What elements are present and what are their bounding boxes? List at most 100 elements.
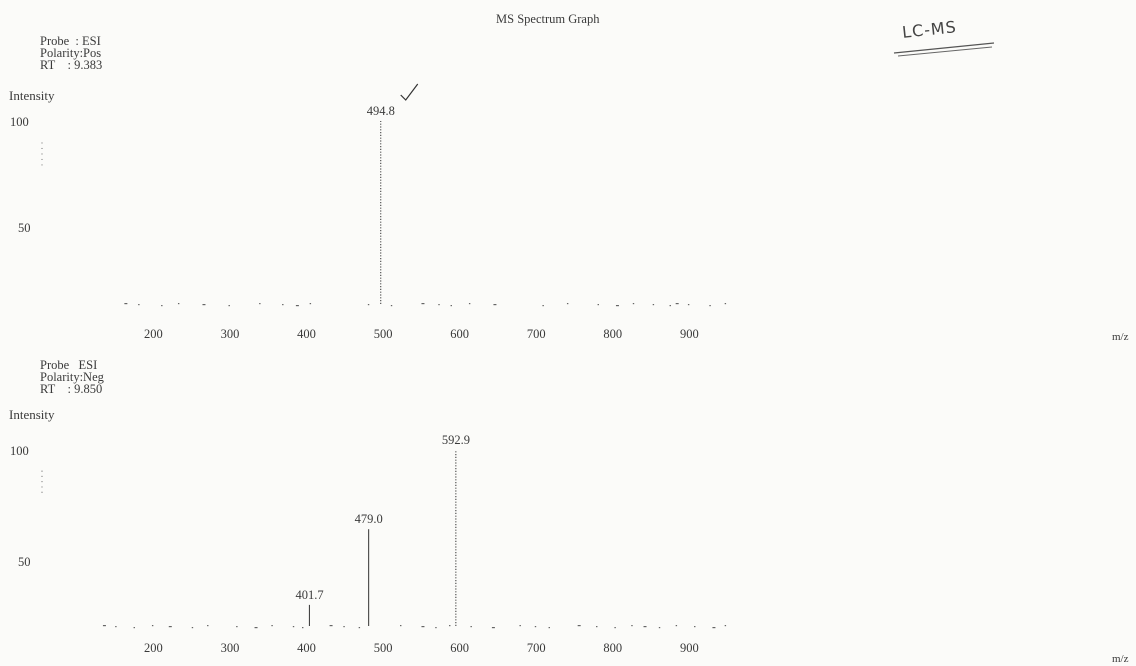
bottom-y-axis-label: Intensity — [9, 407, 55, 422]
axis-dot — [41, 481, 43, 483]
rt-label: RT : 9.850 — [40, 382, 103, 396]
x-tick-label: 500 — [374, 327, 393, 341]
x-tick-label: 900 — [680, 641, 699, 655]
noise-mark — [259, 303, 261, 305]
noise-mark — [343, 626, 345, 628]
axis-dot — [41, 470, 43, 472]
axis-dot — [41, 158, 43, 161]
noise-mark — [302, 627, 304, 629]
axis-dot — [41, 142, 43, 144]
noise-mark — [675, 303, 679, 305]
top-panel-metadata: Probe : ESI Polarity:Pos RT : 9.383 — [40, 34, 103, 72]
x-axis-label: m/z — [1112, 331, 1129, 343]
noise-mark — [367, 304, 370, 306]
noise-mark — [236, 626, 238, 628]
x-tick-label: 800 — [603, 327, 622, 341]
polarity-label: Polarity:Neg — [40, 370, 104, 384]
noise-mark — [694, 626, 696, 628]
noise-mark — [643, 626, 647, 628]
noise-mark — [491, 627, 495, 629]
noise-mark — [548, 627, 550, 629]
x-tick-label: 200 — [144, 641, 163, 655]
noise-mark — [632, 303, 635, 305]
axis-dot — [41, 491, 43, 493]
y-tick-label: 50 — [18, 221, 31, 235]
lcms-underline — [893, 42, 995, 57]
axis-dot — [41, 475, 43, 477]
x-tick-label: 700 — [527, 641, 546, 655]
axis-dot — [41, 153, 43, 155]
noise-mark — [596, 626, 598, 628]
y-tick-label: 50 — [18, 555, 31, 569]
noise-mark — [295, 305, 299, 307]
noise-mark — [534, 626, 537, 628]
peak-label: 494.8 — [367, 104, 395, 118]
noise-mark — [168, 626, 172, 628]
noise-mark — [615, 305, 619, 307]
noise-mark — [292, 626, 295, 628]
x-tick-label: 400 — [297, 641, 316, 655]
noise-mark — [161, 305, 163, 307]
noise-mark — [724, 625, 727, 627]
x-tick-label: 300 — [221, 641, 240, 655]
probe-label: Probe ESI — [40, 358, 98, 372]
noise-mark — [493, 304, 497, 306]
x-tick-label: 600 — [450, 327, 469, 341]
noise-mark — [358, 627, 361, 629]
x-tick-label: 200 — [144, 327, 163, 341]
chart-title: MS Spectrum Graph — [496, 12, 600, 26]
noise-mark — [228, 305, 230, 307]
y-tick-label: 100 — [10, 115, 29, 129]
x-tick-label: 800 — [603, 641, 622, 655]
x-tick-label: 600 — [450, 641, 469, 655]
top-y-axis-label: Intensity — [9, 88, 55, 103]
noise-mark — [207, 625, 209, 627]
noise-mark — [133, 627, 135, 629]
peak-label: 401.7 — [295, 588, 323, 602]
noise-mark — [724, 303, 727, 305]
peak-label: 479.0 — [355, 512, 383, 526]
polarity-label: Polarity:Pos — [40, 46, 102, 60]
noise-mark — [177, 303, 180, 305]
noise-mark — [519, 625, 521, 627]
noise-mark — [597, 304, 599, 306]
noise-mark — [271, 625, 273, 627]
noise-mark — [254, 627, 258, 629]
checkmark-icon — [400, 83, 419, 101]
rt-label: RT : 9.383 — [40, 58, 103, 72]
noise-mark — [687, 304, 690, 306]
x-tick-label: 400 — [297, 327, 316, 341]
noise-mark — [542, 305, 544, 307]
noise-mark — [191, 627, 194, 629]
noise-mark — [435, 627, 437, 629]
noise-mark — [202, 304, 206, 306]
noise-mark — [421, 303, 425, 305]
x-tick-label: 700 — [527, 327, 546, 341]
x-tick-label: 300 — [221, 327, 240, 341]
noise-mark — [658, 627, 661, 629]
noise-mark — [709, 305, 711, 307]
noise-mark — [669, 305, 671, 307]
peak-label: 592.9 — [442, 433, 470, 447]
noise-mark — [566, 303, 569, 305]
noise-mark — [282, 304, 284, 306]
axis-dot — [41, 486, 43, 488]
noise-mark — [438, 304, 440, 306]
y-tick-label: 100 — [10, 444, 29, 458]
axis-dot — [41, 147, 43, 150]
noise-mark — [151, 625, 154, 627]
bottom-panel-metadata: Probe ESI Polarity:Neg RT : 9.850 — [40, 358, 104, 396]
noise-mark — [124, 303, 128, 305]
noise-mark — [309, 303, 312, 305]
noise-mark — [631, 625, 633, 627]
x-tick-label: 500 — [374, 641, 393, 655]
noise-mark — [390, 305, 393, 307]
noise-mark — [652, 304, 655, 306]
noise-mark — [468, 303, 471, 305]
noise-mark — [102, 625, 106, 627]
noise-mark — [675, 625, 678, 627]
noise-mark — [712, 627, 716, 629]
noise-mark — [450, 305, 452, 307]
probe-label: Probe : ESI — [40, 34, 101, 48]
